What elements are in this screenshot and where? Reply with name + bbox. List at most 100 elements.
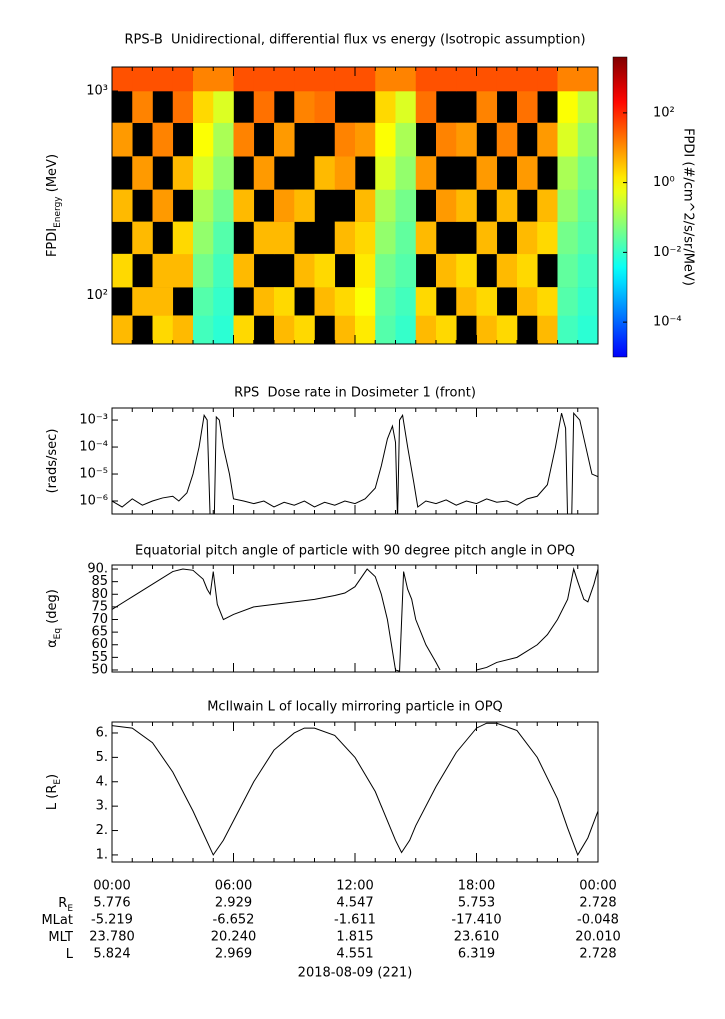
y-tick-label: 50 <box>91 662 108 677</box>
heat-cell <box>193 67 214 92</box>
heat-cell <box>314 67 336 92</box>
heat-cell <box>577 221 599 255</box>
heat-cell <box>193 90 214 123</box>
heat-cell <box>112 315 133 345</box>
heat-cell <box>233 253 255 288</box>
date-label: 2018-08-09 (221) <box>298 966 413 981</box>
heat-cell <box>213 315 234 345</box>
heat-cell <box>577 315 599 345</box>
heat-cell <box>537 67 558 92</box>
heat-cell <box>395 253 417 288</box>
heat-cell <box>517 287 538 316</box>
heat-cell <box>213 90 234 123</box>
heat-cell <box>496 315 518 345</box>
ephemeris-label-part: L <box>66 947 74 962</box>
heat-cell <box>436 122 457 157</box>
heat-cell <box>537 122 558 157</box>
heat-cell <box>517 253 538 288</box>
y-tick-label: 90. <box>87 562 108 577</box>
heat-cell <box>355 315 376 345</box>
y-axis-label: (rads/sec) <box>45 429 60 494</box>
heat-cell <box>517 67 538 92</box>
ephemeris-value: -0.048 <box>577 913 619 928</box>
heat-cell <box>334 315 356 345</box>
heat-cell <box>152 287 174 316</box>
heat-cell <box>537 189 558 222</box>
heat-cell <box>456 253 477 288</box>
heat-cell <box>557 287 579 316</box>
heat-cell <box>375 90 396 123</box>
ephemeris-value: 20.010 <box>575 930 621 945</box>
heat-cell <box>132 287 153 316</box>
x-tick-label: 00:00 <box>579 879 616 894</box>
heat-cell <box>395 315 417 345</box>
heat-cell <box>375 253 396 288</box>
ephemeris-value: 2.969 <box>215 947 252 962</box>
heat-cell <box>577 287 599 316</box>
heat-cell <box>577 156 599 190</box>
heat-cell <box>557 221 579 255</box>
heat-cell <box>375 315 396 345</box>
heat-cell <box>395 189 417 222</box>
y-axis-label-part: E <box>53 779 63 785</box>
heat-cell <box>172 315 194 345</box>
heat-cell <box>172 67 194 92</box>
y-tick-label: 55 <box>91 650 108 665</box>
heat-cell <box>517 156 538 190</box>
ephemeris-value: 5.776 <box>93 896 130 911</box>
heat-cell <box>213 156 234 190</box>
heat-cell <box>253 287 275 316</box>
heat-cell <box>314 156 336 190</box>
heat-cell <box>294 253 315 288</box>
colorbar-tick-label: 10⁻⁴ <box>653 315 682 330</box>
y-axis-label-part: Eq <box>53 628 63 639</box>
ephemeris-value: 5.753 <box>458 896 495 911</box>
heat-cell <box>132 156 153 190</box>
heat-cell <box>355 221 376 255</box>
heat-cell <box>557 315 579 345</box>
ephemeris-value: -1.611 <box>334 913 376 928</box>
ephemeris-value: 4.551 <box>336 947 373 962</box>
y-tick-label: 5. <box>96 750 108 765</box>
y-axis-label-part: Energy <box>53 196 63 228</box>
heat-cell <box>253 156 275 190</box>
heat-cell <box>172 156 194 190</box>
y-axis-label-part: L (R <box>45 785 60 810</box>
chart-title: McIlwain L of locally mirroring particle… <box>207 700 503 715</box>
ephemeris-value: 4.547 <box>336 896 373 911</box>
heat-cell <box>375 67 396 92</box>
y-tick-label: 1. <box>96 847 108 862</box>
heat-cell <box>415 315 437 345</box>
heat-cell <box>375 287 396 316</box>
heat-cell <box>274 122 295 157</box>
heat-cell <box>476 90 498 123</box>
heat-cell <box>456 67 477 92</box>
y-axis-label: αEq (deg) <box>45 589 63 648</box>
x-tick-label: 18:00 <box>458 879 495 894</box>
heat-cell <box>274 221 295 255</box>
heat-cell <box>152 253 174 288</box>
heat-cell <box>537 221 558 255</box>
heat-cell <box>355 67 376 92</box>
heat-cell <box>233 189 255 222</box>
x-tick-label: 06:00 <box>215 879 252 894</box>
heat-cell <box>193 189 214 222</box>
heat-cell <box>557 122 579 157</box>
y-tick-label: 10² <box>86 288 108 303</box>
heat-cell <box>334 287 356 316</box>
heat-cell <box>112 189 133 222</box>
heat-cell <box>294 67 315 92</box>
heat-cell <box>375 122 396 157</box>
y-axis-label-part: (rads/sec) <box>45 429 60 494</box>
heat-cell <box>436 315 457 345</box>
ephemeris-value: 23.610 <box>454 930 500 945</box>
heat-cell <box>233 122 255 157</box>
heat-cell <box>436 253 457 288</box>
heat-cell <box>395 122 417 157</box>
colorbar-tick-label: 10⁰ <box>653 175 675 190</box>
heat-cell <box>172 221 194 255</box>
heat-cell <box>476 315 498 345</box>
y-tick-label: 80 <box>91 587 108 602</box>
heat-cell <box>537 287 558 316</box>
